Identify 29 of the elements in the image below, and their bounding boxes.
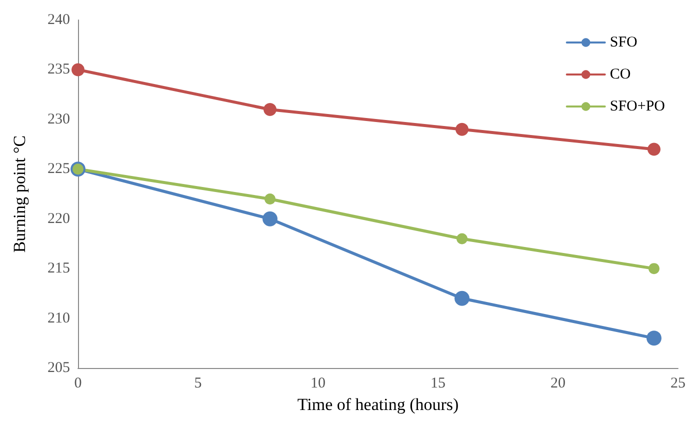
- point: [456, 122, 468, 136]
- x-tick-label: 15: [430, 376, 446, 392]
- x-tick-label: 0: [74, 376, 82, 392]
- x-axis-title: Time of heating (hours): [297, 394, 459, 414]
- legend-label: SFO+PO: [610, 98, 666, 114]
- point: [648, 142, 660, 156]
- point: [454, 290, 470, 306]
- x-tick-label: 25: [670, 376, 686, 392]
- point: [264, 193, 276, 204]
- point: [646, 330, 662, 346]
- y-tick-label: 220: [48, 210, 70, 227]
- point: [262, 211, 278, 226]
- y-tick-label: 240: [48, 12, 70, 28]
- y-tick-label: 205: [48, 360, 70, 376]
- y-axis-title: Burning point °C: [10, 135, 29, 253]
- legend-label: SFO: [610, 34, 638, 50]
- y-tick-label: 210: [48, 310, 70, 326]
- y-tick-label: 235: [48, 62, 70, 78]
- point: [456, 233, 468, 244]
- x-tick-label: 20: [550, 376, 566, 392]
- point: [72, 63, 84, 76]
- point: [264, 102, 276, 116]
- legend-label: CO: [610, 66, 631, 82]
- point: [648, 263, 660, 274]
- x-tick-label: 10: [310, 376, 326, 392]
- x-tick-label: 5: [194, 376, 202, 392]
- y-tick-label: 215: [48, 260, 70, 277]
- y-tick-label: 225: [48, 161, 70, 178]
- y-tick-label: 230: [48, 111, 70, 128]
